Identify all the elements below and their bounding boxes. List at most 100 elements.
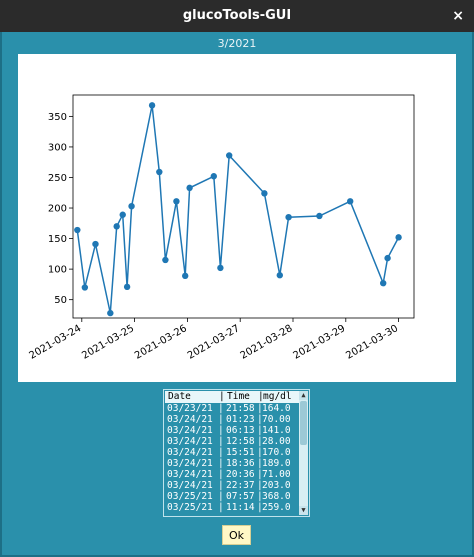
cell-separator: |: [218, 458, 224, 469]
table-row[interactable]: 03/25/21 | 07:57 | 368.0: [165, 492, 299, 502]
data-point: [107, 309, 114, 317]
y-tick-label: 350: [48, 112, 67, 123]
x-tick-label: 2021-03-29: [291, 323, 347, 362]
cell-mgdl: 259.0: [262, 502, 291, 513]
month-label: 3/2021: [217, 37, 257, 50]
table-row[interactable]: 03/24/21 | 06:13 | 141.0: [165, 426, 299, 436]
listbox-scrollbar[interactable]: ▲ ▼: [299, 391, 308, 515]
table-row[interactable]: 03/25/21 | 11:14 | 259.0: [165, 503, 299, 513]
header-mgdl: mg/dl: [263, 391, 292, 402]
data-point: [74, 226, 81, 234]
cell-separator: |: [257, 458, 263, 469]
header-time: Time: [227, 391, 250, 402]
close-icon[interactable]: ×: [452, 8, 464, 24]
data-point: [113, 223, 120, 230]
y-tick-label: 50: [54, 295, 67, 306]
cell-mgdl: 164.0: [262, 403, 291, 414]
cell-mgdl: 170.0: [262, 447, 291, 458]
cell-separator: |: [218, 491, 224, 502]
data-point: [226, 152, 233, 159]
data-point: [395, 234, 402, 241]
cell-time: 18:36: [226, 458, 255, 469]
glucose-line-chart: 50 100 150 200 250 300 350 2021-03-242021-03-25…: [27, 94, 415, 362]
cell-mgdl: 203.0: [262, 480, 291, 491]
data-point: [261, 190, 268, 197]
data-point: [380, 279, 387, 287]
table-row[interactable]: 03/24/21 | 15:51 | 170.0: [165, 448, 299, 458]
cell-separator: |: [218, 447, 224, 458]
table-row[interactable]: 03/24/21 | 20:36 | 71.00: [165, 470, 299, 480]
cell-time: 12:58: [226, 436, 255, 447]
data-point: [210, 173, 217, 180]
title-bar: glucoTools-GUI ×: [0, 0, 474, 32]
data-point: [276, 272, 283, 279]
cell-date: 03/24/21: [167, 447, 213, 458]
plot-frame: [72, 94, 415, 319]
table-row[interactable]: 03/23/21 | 21:58 | 164.0: [165, 404, 299, 414]
cell-date: 03/24/21: [167, 414, 213, 425]
scroll-thumb[interactable]: [300, 401, 307, 445]
cell-separator: |: [257, 480, 263, 491]
cell-time: 20:36: [226, 469, 255, 480]
table-row[interactable]: 03/24/21 | 18:36 | 189.0: [165, 459, 299, 469]
cell-separator: |: [257, 447, 263, 458]
table-row[interactable]: 03/24/21 | 22:37 | 203.0: [165, 481, 299, 491]
data-point: [148, 102, 156, 109]
header-separator: |: [258, 391, 264, 402]
cell-separator: |: [218, 469, 224, 480]
data-point: [347, 198, 354, 205]
cell-mgdl: 141.0: [262, 425, 291, 436]
table-header: Date | Time | mg/dl: [165, 391, 299, 403]
x-tick-label: 2021-03-26: [133, 323, 189, 362]
data-point: [119, 211, 126, 218]
readings-listbox[interactable]: Date | Time | mg/dl 03/23/21 | 21:58 | 164.0…: [163, 389, 310, 517]
cell-date: 03/24/21: [167, 458, 213, 469]
cell-separator: |: [257, 414, 263, 425]
y-tick-label: 200: [48, 204, 67, 215]
data-point: [92, 240, 99, 248]
table-row[interactable]: 03/24/21 | 12:58 | 28.00: [165, 437, 299, 447]
cell-separator: |: [218, 436, 224, 447]
data-point: [217, 264, 224, 272]
cell-date: 03/24/21: [167, 425, 213, 436]
data-point: [123, 283, 131, 291]
cell-date: 03/24/21: [167, 469, 213, 480]
y-tick-label: 100: [48, 265, 67, 276]
data-point: [285, 213, 292, 221]
y-tick-label: 250: [48, 173, 67, 184]
cell-time: 21:58: [226, 403, 255, 414]
header-separator: |: [219, 391, 225, 402]
cell-separator: |: [218, 414, 224, 425]
data-point: [384, 254, 391, 262]
data-point: [81, 284, 89, 291]
x-tick-label: 2021-03-28: [239, 323, 295, 362]
data-point: [173, 198, 180, 205]
cell-time: 06:13: [226, 425, 255, 436]
cell-separator: |: [257, 502, 263, 513]
cell-separator: |: [257, 436, 263, 447]
cell-separator: |: [218, 502, 224, 513]
y-tick-label: 300: [48, 142, 67, 153]
ok-button[interactable]: Ok: [222, 525, 251, 545]
data-point: [162, 256, 169, 264]
scroll-up-icon[interactable]: ▲: [299, 391, 308, 400]
data-point: [156, 168, 163, 176]
cell-separator: |: [257, 469, 263, 480]
table-row[interactable]: 03/24/21 | 01:23 | 70.00: [165, 415, 299, 425]
cell-date: 03/25/21: [167, 502, 213, 513]
cell-mgdl: 71.00: [262, 469, 291, 480]
x-tick-label: 2021-03-24: [27, 323, 83, 362]
cell-mgdl: 28.00: [262, 436, 291, 447]
cell-mgdl: 189.0: [262, 458, 291, 469]
cell-date: 03/25/21: [167, 491, 213, 502]
series-line: [76, 105, 400, 314]
data-point: [186, 184, 193, 192]
cell-time: 01:23: [226, 414, 255, 425]
x-tick-label: 2021-03-27: [186, 323, 242, 362]
cell-mgdl: 70.00: [262, 414, 291, 425]
chart-panel: 50 100 150 200 250 300 350 2021-03-24 2021-03-25…: [18, 54, 456, 382]
scroll-down-icon[interactable]: ▼: [299, 506, 308, 515]
header-date: Date: [168, 391, 191, 402]
y-tick-label: 150: [48, 234, 67, 245]
x-tick-label: 2021-03-30: [344, 323, 400, 362]
